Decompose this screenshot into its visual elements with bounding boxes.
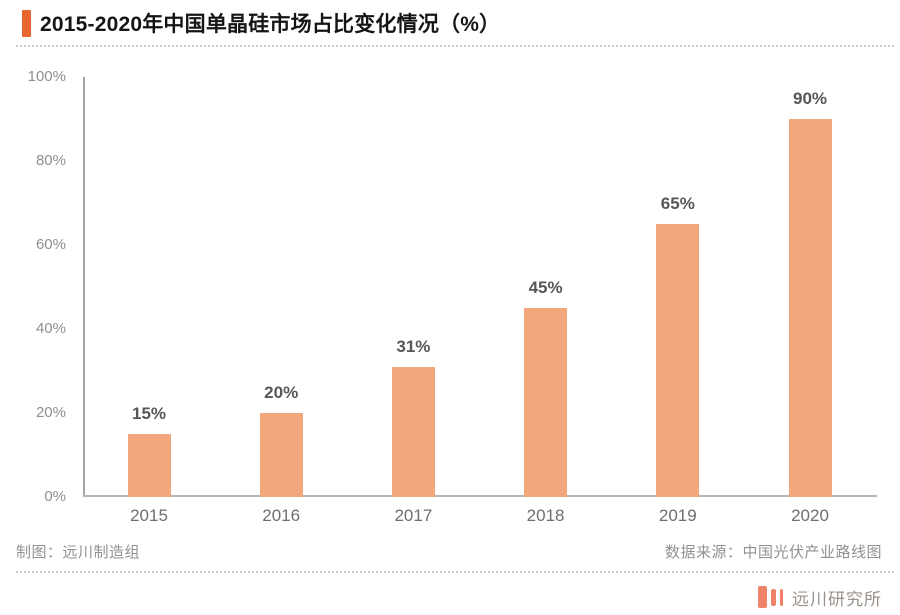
y-axis-tick-label: 0% bbox=[44, 488, 66, 505]
y-axis-tick-label: 100% bbox=[27, 68, 66, 85]
title-accent-marker-icon bbox=[22, 9, 31, 37]
three-bars-icon bbox=[758, 586, 783, 608]
bar-2018 bbox=[524, 308, 568, 497]
credit-text: 制图：远川制造组 bbox=[16, 544, 141, 561]
brand-name: 远川研究所 bbox=[792, 589, 882, 609]
bar-value-label: 31% bbox=[396, 336, 431, 356]
bar-2020 bbox=[788, 119, 832, 497]
bar-2017 bbox=[391, 366, 435, 497]
chart-header: 2015-2020年中国单晶硅市场占比变化情况（%） bbox=[22, 8, 884, 38]
bar-value-label: 45% bbox=[528, 278, 563, 297]
y-axis-line bbox=[83, 77, 85, 497]
bar-2016 bbox=[259, 413, 303, 497]
brand-logo: 远川研究所 bbox=[758, 584, 882, 610]
footer-divider bbox=[16, 571, 894, 573]
bar-value-label: 15% bbox=[131, 404, 167, 423]
bar-2019 bbox=[656, 224, 700, 497]
bar-value-label: 90% bbox=[792, 89, 828, 108]
x-axis-label: 2018 bbox=[526, 506, 565, 525]
x-axis-label: 2015 bbox=[130, 506, 168, 525]
x-axis-label: 2020 bbox=[791, 506, 829, 525]
data-source-text: 数据来源：中国光伏产业路线图 bbox=[664, 544, 882, 561]
header-divider bbox=[16, 45, 894, 47]
y-axis-tick-label: 80% bbox=[35, 152, 66, 169]
x-axis-label: 2016 bbox=[262, 506, 301, 525]
chart-title: 2015-2020年中国单晶硅市场占比变化情况（%） bbox=[40, 13, 501, 36]
x-axis-line bbox=[83, 495, 877, 497]
bar-value-label: 20% bbox=[264, 383, 299, 402]
x-axis-label: 2019 bbox=[658, 506, 697, 525]
y-axis-tick-label: 20% bbox=[35, 404, 66, 421]
bar-value-label: 65% bbox=[660, 194, 695, 213]
bar-2015 bbox=[127, 434, 171, 497]
y-axis-tick-label: 60% bbox=[35, 236, 66, 253]
x-axis-label: 2017 bbox=[394, 506, 433, 525]
y-axis-tick-label: 40% bbox=[35, 320, 66, 337]
